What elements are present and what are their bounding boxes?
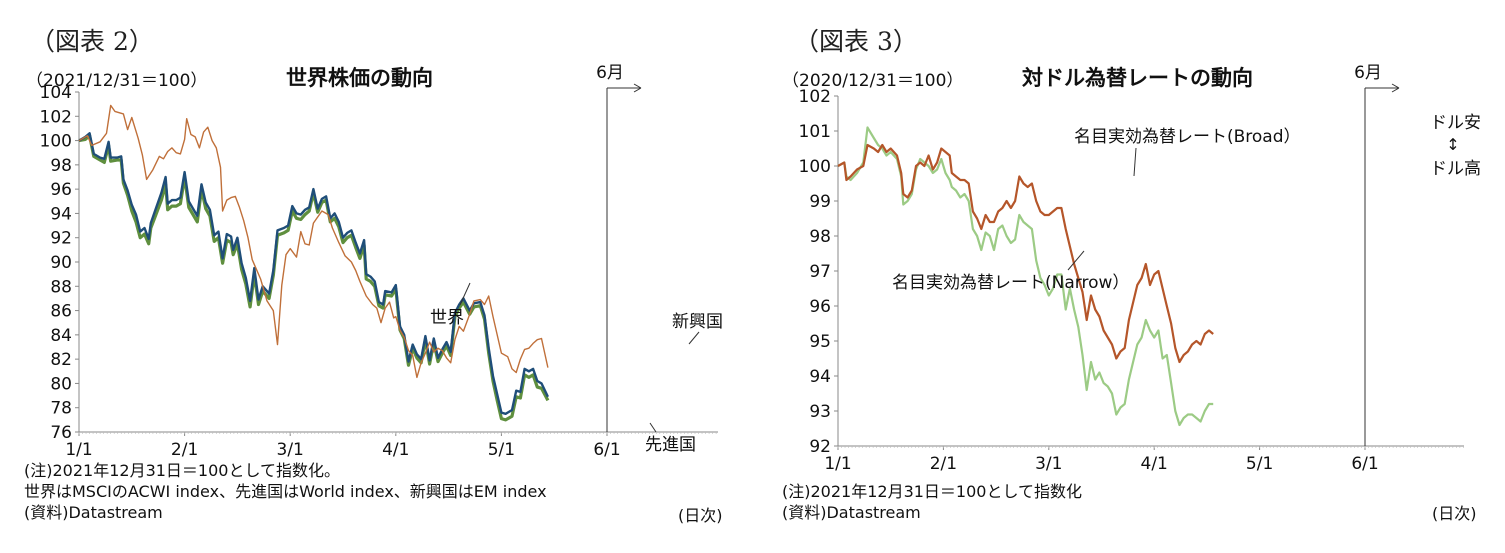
y-tick-label: 99 <box>809 192 831 212</box>
chart-panel-fx: （図表 3） （2020/12/31＝100） 対ドル為替レートの動向 92 93… <box>752 0 1505 553</box>
label-dollar-weak: ドル安 <box>1430 113 1481 133</box>
note-line: (注)2021年12月31日＝100として指数化 <box>782 482 1082 501</box>
y-tick-label: 76 <box>50 423 72 443</box>
note-line: (資料)Datastream <box>782 503 921 522</box>
y-tick-label: 92 <box>809 437 831 457</box>
y-tick-label: 100 <box>40 132 72 152</box>
x-unit-label: (日次) <box>1432 504 1477 523</box>
x-tick-label: 5/1 <box>488 440 515 460</box>
x-tick-label: 2/1 <box>171 440 198 460</box>
x-tick-label: 3/1 <box>1035 454 1062 474</box>
x-tick-label: 5/1 <box>1246 454 1273 474</box>
y-tick-label: 95 <box>809 332 831 352</box>
chart-panel-stocks: （図表 2） （2021/12/31＝100） 世界株価の動向 76 78 80 82… <box>0 0 752 553</box>
series-line <box>837 143 1214 364</box>
chart-notes: (注)2021年12月31日＝100として指数化 (資料)Datastream <box>782 481 1082 523</box>
y-tick-label: 88 <box>50 277 72 297</box>
figure-label: （図表 3） <box>794 27 918 56</box>
y-tick-label: 98 <box>809 227 831 247</box>
base-date-note: （2021/12/31＝100） <box>26 71 208 91</box>
y-tick-label: 94 <box>809 367 831 387</box>
note-line: (注)2021年12月31日＝100として指数化。 <box>24 461 340 480</box>
annotation-developed: 先進国 <box>645 435 696 455</box>
annotation-broad: 名目実効為替レート(Broad） <box>1074 127 1301 147</box>
annotation-emerging-pointer <box>688 331 700 345</box>
june-marker-label: 6月 <box>596 63 624 83</box>
june-marker-label: 6月 <box>1354 63 1382 83</box>
x-tick-label: 2/1 <box>930 454 957 474</box>
annotation-narrow: 名目実効為替レート(Narrow） <box>892 273 1129 293</box>
y-tick-label: 80 <box>50 374 72 394</box>
y-tick-label: 94 <box>50 204 72 224</box>
base-date-note: （2020/12/31＝100） <box>782 71 964 91</box>
note-line: (資料)Datastream <box>24 503 163 522</box>
x-tick-label: 1/1 <box>824 454 851 474</box>
note-line: 世界はMSCIのACWI index、先進国はWorld index、新興国はE… <box>24 482 547 501</box>
y-tick-label: 101 <box>799 122 831 142</box>
x-tick-label: 4/1 <box>382 440 409 460</box>
x-tick-label: 6/1 <box>593 440 620 460</box>
y-tick-label: 93 <box>809 402 831 422</box>
y-tick-label: 82 <box>50 350 72 370</box>
x-tick-label: 3/1 <box>277 440 304 460</box>
stock-chart-svg: 76 78 80 82 84 86 88 90 92 94 96 98 100 102 104 1/1 2/1 3… <box>40 63 723 460</box>
annotation-narrow-pointer <box>1067 250 1085 271</box>
y-tick-label: 98 <box>50 156 72 176</box>
y-tick-label: 97 <box>809 262 831 282</box>
y-tick-label: 100 <box>799 157 831 177</box>
annotation-developed-pointer <box>649 422 657 433</box>
y-tick-label: 84 <box>50 326 72 346</box>
chart-title: 世界株価の動向 <box>286 66 433 90</box>
y-tick-label: 96 <box>809 297 831 317</box>
series-line <box>78 104 549 379</box>
series-line <box>837 126 1214 427</box>
y-tick-label: 104 <box>40 83 72 103</box>
chart-notes: (注)2021年12月31日＝100として指数化。 世界はMSCIのACWI i… <box>24 460 547 523</box>
y-tick-label: 90 <box>50 253 72 273</box>
x-tick-label: 6/1 <box>1351 454 1378 474</box>
june-arrow-head <box>1391 83 1400 93</box>
x-tick-label: 4/1 <box>1141 454 1168 474</box>
y-tick-label: 102 <box>799 87 831 107</box>
label-dollar-strong: ドル高 <box>1430 159 1481 179</box>
annotation-world: 世界 <box>430 308 464 328</box>
june-arrow-head <box>633 83 642 93</box>
chart-title: 対ドル為替レートの動向 <box>1022 66 1253 90</box>
y-tick-label: 102 <box>40 107 72 127</box>
x-unit-label: (日次) <box>678 506 723 525</box>
fx-chart-svg: 92 93 94 95 96 97 98 99 100 101 102 1/1 2/1 3/1 4/1 5/1… <box>799 63 1481 474</box>
figure-label: （図表 2） <box>30 27 154 56</box>
y-tick-label: 96 <box>50 180 72 200</box>
y-tick-label: 78 <box>50 399 72 419</box>
label-updown-arrow: ↕ <box>1446 135 1459 154</box>
y-tick-label: 86 <box>50 302 72 322</box>
y-tick-label: 92 <box>50 229 72 249</box>
annotation-broad-pointer <box>1133 147 1137 177</box>
x-tick-label: 1/1 <box>65 440 92 460</box>
annotation-world-pointer <box>459 282 471 306</box>
annotation-emerging: 新興国 <box>672 312 723 332</box>
series-line <box>78 134 550 422</box>
